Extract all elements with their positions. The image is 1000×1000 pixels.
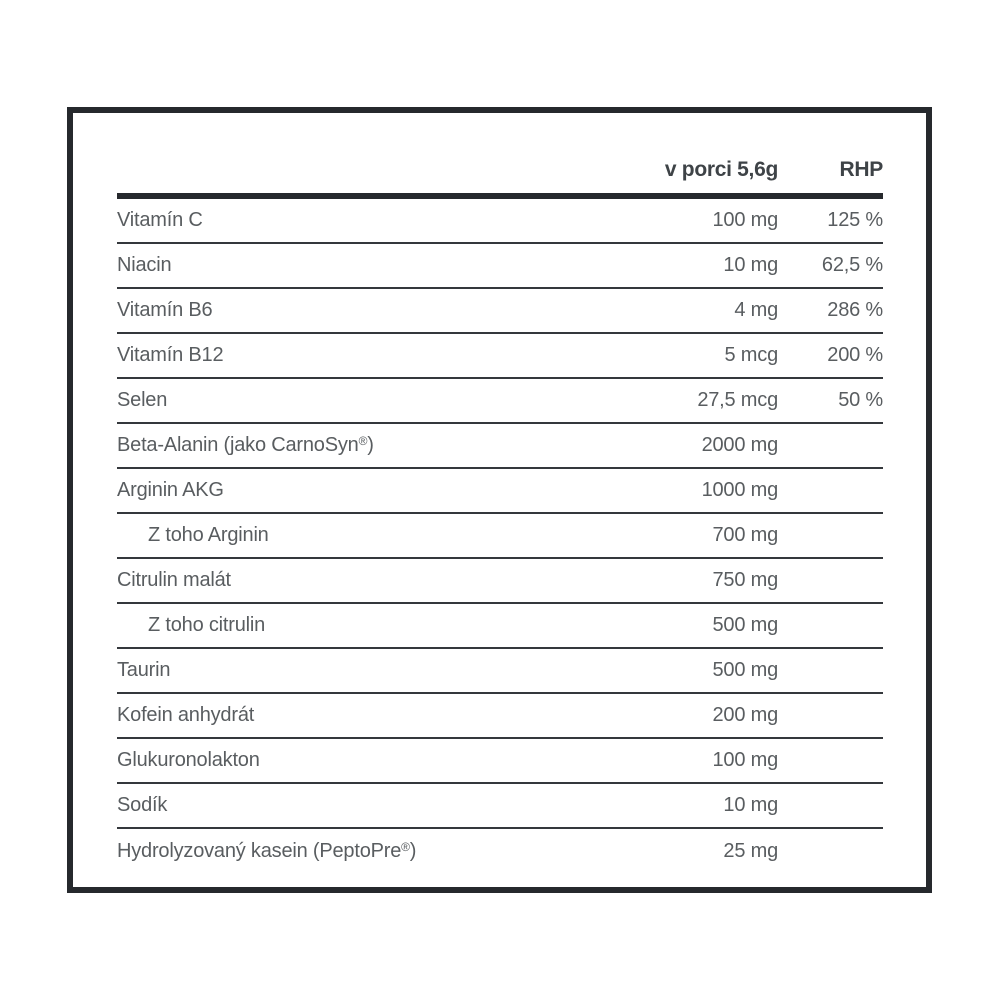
table-content: v porci 5,6g RHP Vitamín C 100 mg 125 % … xyxy=(117,113,883,887)
table-row: Arginin AKG 1000 mg xyxy=(117,469,883,514)
ingredient-label: Citrulin malát xyxy=(117,569,618,592)
table-row: Hydrolyzovaný kasein (PeptoPre®) 25 mg xyxy=(117,829,883,874)
table-row: Glukuronolakton 100 mg xyxy=(117,739,883,784)
ingredient-label-text: Beta-Alanin (jako CarnoSyn xyxy=(117,434,359,456)
supplement-facts-panel: v porci 5,6g RHP Vitamín C 100 mg 125 % … xyxy=(67,107,932,893)
ingredient-label: Selen xyxy=(117,389,618,412)
serving-value: 700 mg xyxy=(712,524,778,546)
ingredient-label-suffix: ) xyxy=(367,434,374,456)
ingredient-label: Vitamín B12 xyxy=(117,344,618,367)
serving-column-header: v porci 5,6g xyxy=(664,158,778,181)
serving-value: 500 mg xyxy=(712,614,778,636)
table-row: Z toho citrulin 500 mg xyxy=(117,604,883,649)
ingredient-label-text: Z toho citrulin xyxy=(148,614,266,636)
table-row: Niacin 10 mg 62,5 % xyxy=(117,244,883,289)
serving-value: 100 mg xyxy=(712,209,778,231)
ingredient-label-text: Vitamín C xyxy=(117,209,203,231)
ingredient-label: Niacin xyxy=(117,254,618,277)
rhp-value: 125 % xyxy=(827,209,883,231)
table-row: Vitamín C 100 mg 125 % xyxy=(117,199,883,244)
table-row: Taurin 500 mg xyxy=(117,649,883,694)
ingredient-label-text: Vitamín B6 xyxy=(117,299,213,321)
ingredient-label-text: Taurin xyxy=(117,659,171,681)
ingredient-label-text: Selen xyxy=(117,389,168,411)
serving-value: 1000 mg xyxy=(701,479,779,501)
ingredient-label: Hydrolyzovaný kasein (PeptoPre®) xyxy=(117,840,618,863)
ingredient-label: Z toho Arginin xyxy=(117,524,618,547)
ingredient-label: Z toho citrulin xyxy=(117,614,618,637)
ingredient-label: Kofein anhydrát xyxy=(117,704,618,727)
serving-value: 10 mg xyxy=(723,794,778,816)
serving-value: 2000 mg xyxy=(701,434,779,456)
ingredient-label-text: Glukuronolakton xyxy=(117,749,260,771)
rhp-column-header: RHP xyxy=(839,158,884,181)
table-row: Citrulin malát 750 mg xyxy=(117,559,883,604)
serving-value: 5 mcg xyxy=(724,344,779,366)
rhp-value: 62,5 % xyxy=(821,254,883,276)
table-row: Sodík 10 mg xyxy=(117,784,883,829)
ingredient-label-text: Arginin AKG xyxy=(117,479,224,501)
header-divider xyxy=(117,193,883,199)
table-row: Selen 27,5 mcg 50 % xyxy=(117,379,883,424)
ingredient-label: Glukuronolakton xyxy=(117,749,618,772)
ingredient-label-text: Niacin xyxy=(117,254,172,276)
ingredient-label: Sodík xyxy=(117,794,618,817)
serving-value: 27,5 mcg xyxy=(697,389,778,411)
table-row: Z toho Arginin 700 mg xyxy=(117,514,883,559)
table-row: Beta-Alanin (jako CarnoSyn®) 2000 mg xyxy=(117,424,883,469)
table-row: Vitamín B6 4 mg 286 % xyxy=(117,289,883,334)
rhp-value: 50 % xyxy=(838,389,883,411)
ingredient-label: Taurin xyxy=(117,659,618,682)
table-header-row: v porci 5,6g RHP xyxy=(117,113,883,193)
ingredient-label-text: Citrulin malát xyxy=(117,569,231,591)
serving-value: 750 mg xyxy=(712,569,778,591)
serving-value: 200 mg xyxy=(712,704,778,726)
ingredient-label: Beta-Alanin (jako CarnoSyn®) xyxy=(117,434,618,457)
serving-value: 25 mg xyxy=(723,840,778,862)
ingredient-label-text: Vitamín B12 xyxy=(117,344,224,366)
serving-value: 100 mg xyxy=(712,749,778,771)
ingredient-label-suffix: ) xyxy=(409,840,417,862)
table-body: Vitamín C 100 mg 125 % Niacin 10 mg 62,5… xyxy=(117,199,883,874)
rhp-value: 286 % xyxy=(827,299,883,321)
rhp-value: 200 % xyxy=(827,344,883,366)
ingredient-label-text: Hydrolyzovaný kasein (PeptoPre xyxy=(117,840,402,862)
ingredient-label: Arginin AKG xyxy=(117,479,618,502)
serving-value: 10 mg xyxy=(723,254,778,276)
ingredient-label: Vitamín C xyxy=(117,209,618,232)
ingredient-label-text: Kofein anhydrát xyxy=(117,704,255,726)
registered-trademark-sup: ® xyxy=(401,840,410,854)
ingredient-label-text: Sodík xyxy=(117,794,168,816)
serving-value: 500 mg xyxy=(712,659,778,681)
table-row: Vitamín B12 5 mcg 200 % xyxy=(117,334,883,379)
ingredient-label-text: Z toho Arginin xyxy=(148,524,269,546)
table-row: Kofein anhydrát 200 mg xyxy=(117,694,883,739)
ingredient-label: Vitamín B6 xyxy=(117,299,618,322)
serving-value: 4 mg xyxy=(734,299,778,321)
registered-trademark-sup: ® xyxy=(358,434,368,448)
